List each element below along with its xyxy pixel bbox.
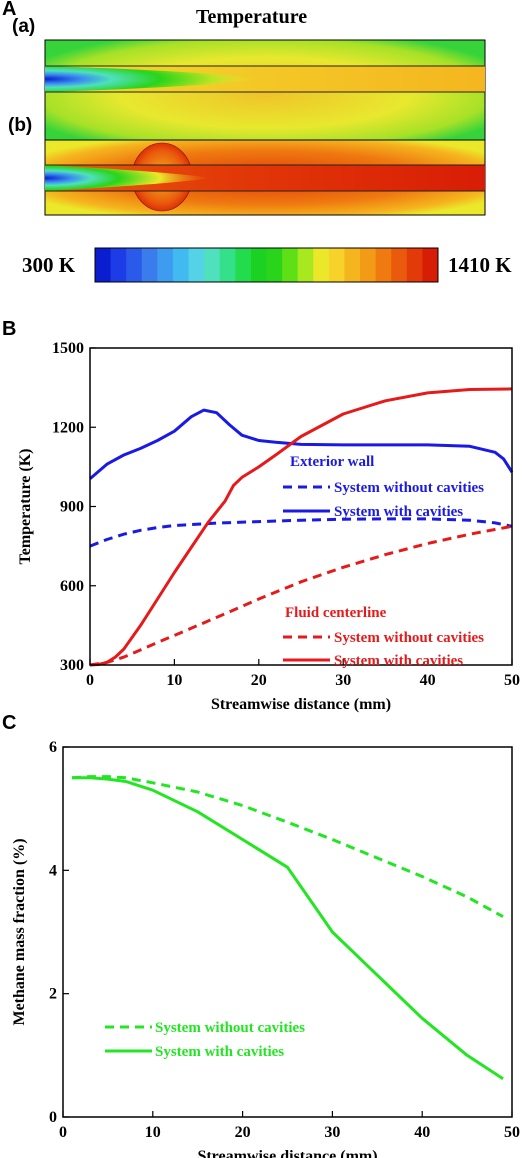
legend-title: Exterior wall bbox=[290, 454, 374, 470]
x-tick-label: 20 bbox=[235, 1124, 251, 1141]
x-tick-label: 30 bbox=[324, 1124, 340, 1141]
plot-frame bbox=[62, 746, 513, 1118]
colorbar-frame bbox=[94, 247, 439, 283]
x-tick-label: 40 bbox=[420, 672, 436, 689]
colorbar-segment bbox=[344, 248, 361, 282]
colorbar-segment bbox=[188, 248, 205, 282]
colorbar-segment bbox=[110, 248, 127, 282]
y-axis-label: Methane mass fraction (%) bbox=[11, 838, 28, 1025]
y-tick-label: 1500 bbox=[52, 340, 84, 357]
contour-title: Temperature bbox=[196, 6, 308, 28]
y-tick-label: 1200 bbox=[52, 419, 84, 436]
series-line bbox=[89, 517, 513, 548]
panel-a-label: A bbox=[2, 0, 17, 20]
colorbar-segment bbox=[95, 248, 112, 282]
temperature-colorbar bbox=[94, 247, 439, 283]
legend-label: System without cavities bbox=[155, 1020, 305, 1036]
y-axis-label: Temperature (K) bbox=[17, 449, 34, 565]
y-tick-label: 0 bbox=[49, 1109, 57, 1126]
legend-label: System with cavities bbox=[155, 1044, 284, 1060]
colorbar-segment bbox=[282, 248, 299, 282]
colorbar-segment bbox=[157, 248, 174, 282]
x-tick-label: 0 bbox=[86, 672, 94, 689]
subpanel-b-label: (b) bbox=[8, 115, 33, 136]
panel-c-label: C bbox=[2, 712, 17, 734]
x-tick-label: 10 bbox=[145, 1124, 161, 1141]
series-line bbox=[72, 776, 504, 1081]
subpanel-a-label: (a) bbox=[12, 16, 36, 37]
x-tick-label: 50 bbox=[504, 1124, 520, 1141]
series-line bbox=[89, 524, 513, 667]
legend-label: System without cavities bbox=[334, 630, 484, 646]
y-tick-label: 4 bbox=[49, 862, 57, 879]
colorbar-segment bbox=[375, 248, 392, 282]
y-tick-label: 900 bbox=[60, 499, 84, 516]
series-line bbox=[89, 387, 513, 667]
x-tick-label: 10 bbox=[166, 672, 182, 689]
y-tick-label: 300 bbox=[60, 657, 84, 674]
temperature-contours bbox=[44, 39, 486, 283]
colorbar-segment bbox=[313, 248, 330, 282]
colorbar-segment bbox=[360, 248, 377, 282]
contour-b bbox=[44, 139, 486, 216]
x-tick-label: 50 bbox=[504, 672, 520, 689]
y-tick-label: 600 bbox=[60, 578, 84, 595]
y-tick-label: 6 bbox=[49, 739, 57, 756]
x-tick-label: 40 bbox=[414, 1124, 430, 1141]
x-tick-label: 20 bbox=[251, 672, 267, 689]
colorbar-segment bbox=[422, 248, 439, 282]
colorbar-segment bbox=[250, 248, 267, 282]
legend-title: Fluid centerline bbox=[285, 605, 387, 621]
colorbar-segment bbox=[391, 248, 408, 282]
colorbar-min-label: 300 K bbox=[22, 253, 76, 277]
colorbar-segment bbox=[141, 248, 158, 282]
methane-chart: 0 10 20 30 40 50 0 2 4 6 Streamwise distance (mm) M… bbox=[11, 739, 520, 1158]
y-tick-label: 2 bbox=[49, 986, 57, 1003]
legend-label: System with cavities bbox=[334, 653, 463, 669]
temperature-chart: 0 10 20 30 40 50 300 600 900 1200 1500 Streamwise d… bbox=[17, 340, 520, 713]
colorbar-segment bbox=[204, 248, 221, 282]
x-axis-label: Streamwise distance (mm) bbox=[211, 696, 391, 713]
colorbar-max-label: 1410 K bbox=[448, 253, 512, 277]
colorbar-segment bbox=[172, 248, 190, 282]
plot-frame bbox=[89, 347, 513, 666]
colorbar-segment bbox=[219, 248, 236, 282]
panel-b-label: B bbox=[2, 318, 17, 340]
colorbar-segment bbox=[126, 248, 143, 282]
colorbar-segment bbox=[328, 248, 345, 282]
legend-label: System without cavities bbox=[334, 480, 484, 496]
series-line bbox=[71, 775, 504, 918]
x-tick-label: 30 bbox=[335, 672, 351, 689]
colorbar-segment bbox=[266, 248, 283, 282]
colorbar-segment bbox=[406, 248, 423, 282]
series-line bbox=[89, 408, 514, 480]
legend-label: System with cavities bbox=[334, 504, 463, 520]
contour-a bbox=[44, 39, 486, 147]
x-axis-label: Streamwise distance (mm) bbox=[197, 1148, 377, 1158]
colorbar-segment bbox=[297, 248, 314, 282]
x-tick-label: 0 bbox=[59, 1124, 67, 1141]
colorbar-segment bbox=[235, 248, 252, 282]
